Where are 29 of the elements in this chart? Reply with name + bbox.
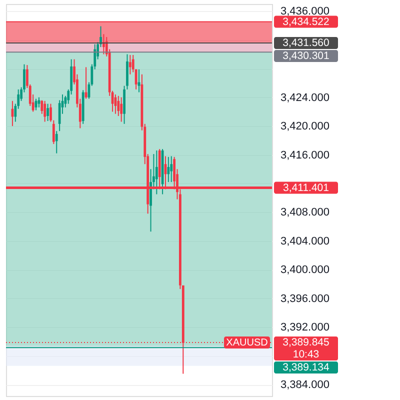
annotation: XAUUSD	[226, 338, 268, 349]
y-tick-label: 3,396.000	[280, 292, 330, 305]
ref-line-label: 3,434.522	[282, 16, 330, 28]
text: 10:43	[292, 348, 320, 361]
candlestick	[52, 120, 55, 144]
y-tick-label: 3,424.000	[280, 92, 330, 104]
y-tick-label: 3,400.000	[280, 264, 330, 276]
candlestick	[44, 100, 46, 122]
y-tick-label: 3,392.000	[280, 322, 330, 334]
y-tick-label: 3,408.000	[280, 206, 330, 219]
candlestick	[46, 103, 49, 122]
candlestick	[38, 96, 40, 108]
ref-line-label: 3,430.301	[282, 50, 330, 62]
ref-line-label: 3,431.560	[282, 37, 330, 50]
y-tick-label: 3,416.000	[280, 149, 330, 162]
candlestick	[170, 156, 173, 183]
ref-line-label: 3,411.401	[283, 182, 330, 194]
candlestick	[167, 156, 170, 183]
candlestick	[50, 103, 52, 122]
ref-line-label: 3,389.845	[282, 336, 330, 349]
candlestick	[155, 150, 158, 195]
y-tick-label: 3,436.000	[280, 6, 330, 18]
candlestick	[120, 96, 123, 122]
candlestick	[55, 130, 58, 154]
y-tick-label: 3,420.000	[280, 120, 330, 133]
y-tick-label: 3,384.000	[280, 379, 330, 392]
y-tick-label: 3,404.000	[280, 235, 330, 248]
candlestick	[128, 54, 132, 75]
ref-line-label: 3,389.134	[282, 362, 330, 374]
